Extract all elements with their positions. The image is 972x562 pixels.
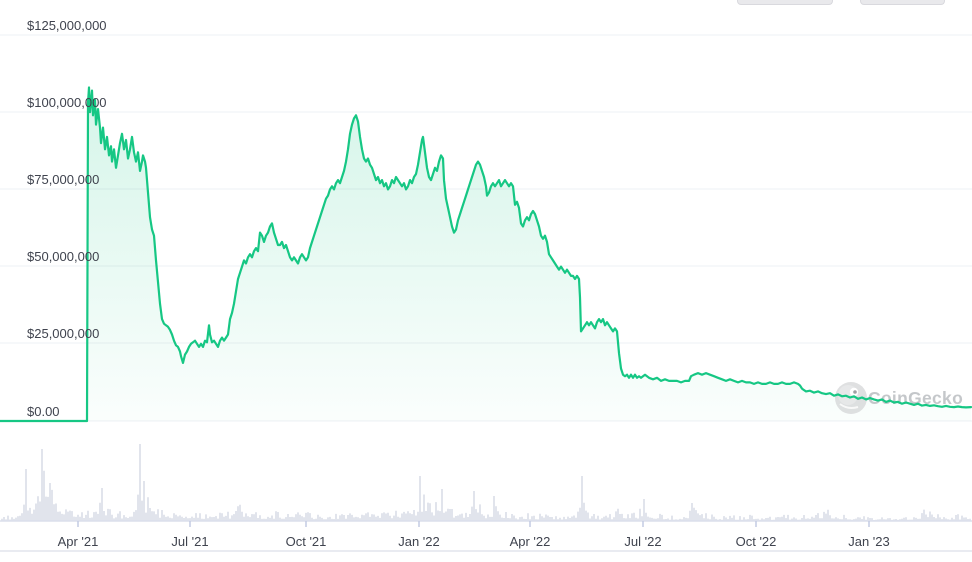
y-axis-label: $125,000,000 — [27, 18, 107, 33]
gecko-eye-pupil — [853, 390, 857, 394]
x-axis — [0, 520, 972, 527]
x-axis-label: Jul '22 — [624, 534, 661, 549]
x-axis-label: Jul '21 — [171, 534, 208, 549]
y-axis-label: $0.00 — [27, 404, 60, 419]
x-axis-label: Oct '22 — [736, 534, 777, 549]
y-axis-label: $100,000,000 — [27, 95, 107, 110]
top-button-stub-1[interactable] — [737, 0, 833, 5]
y-axis-label: $75,000,000 — [27, 172, 99, 187]
x-axis-labels: Apr '21 Jul '21 Oct '21 Jan '22 Apr '22 Jul '… — [58, 534, 890, 549]
x-axis-label: Apr '21 — [58, 534, 99, 549]
x-axis-label: Oct '21 — [286, 534, 327, 549]
chart-area-fill — [0, 87, 971, 421]
x-axis-label: Jan '22 — [398, 534, 440, 549]
coingecko-watermark-text: CoinGecko — [868, 388, 963, 408]
y-axis-labels: $125,000,000 $100,000,000 $75,000,000 $50,0… — [27, 18, 107, 419]
y-axis-label: $25,000,000 — [27, 326, 99, 341]
chart-line — [0, 86, 972, 423]
x-axis-tick-marks — [77, 521, 870, 527]
x-axis-label: Jan '23 — [848, 534, 890, 549]
volume-bars — [1, 444, 971, 521]
volume-bar-path — [1, 444, 971, 521]
gecko-mouth-shape — [839, 403, 859, 409]
y-axis-label: $50,000,000 — [27, 249, 99, 264]
top-button-stub-2[interactable] — [860, 0, 945, 5]
x-axis-label: Apr '22 — [510, 534, 551, 549]
